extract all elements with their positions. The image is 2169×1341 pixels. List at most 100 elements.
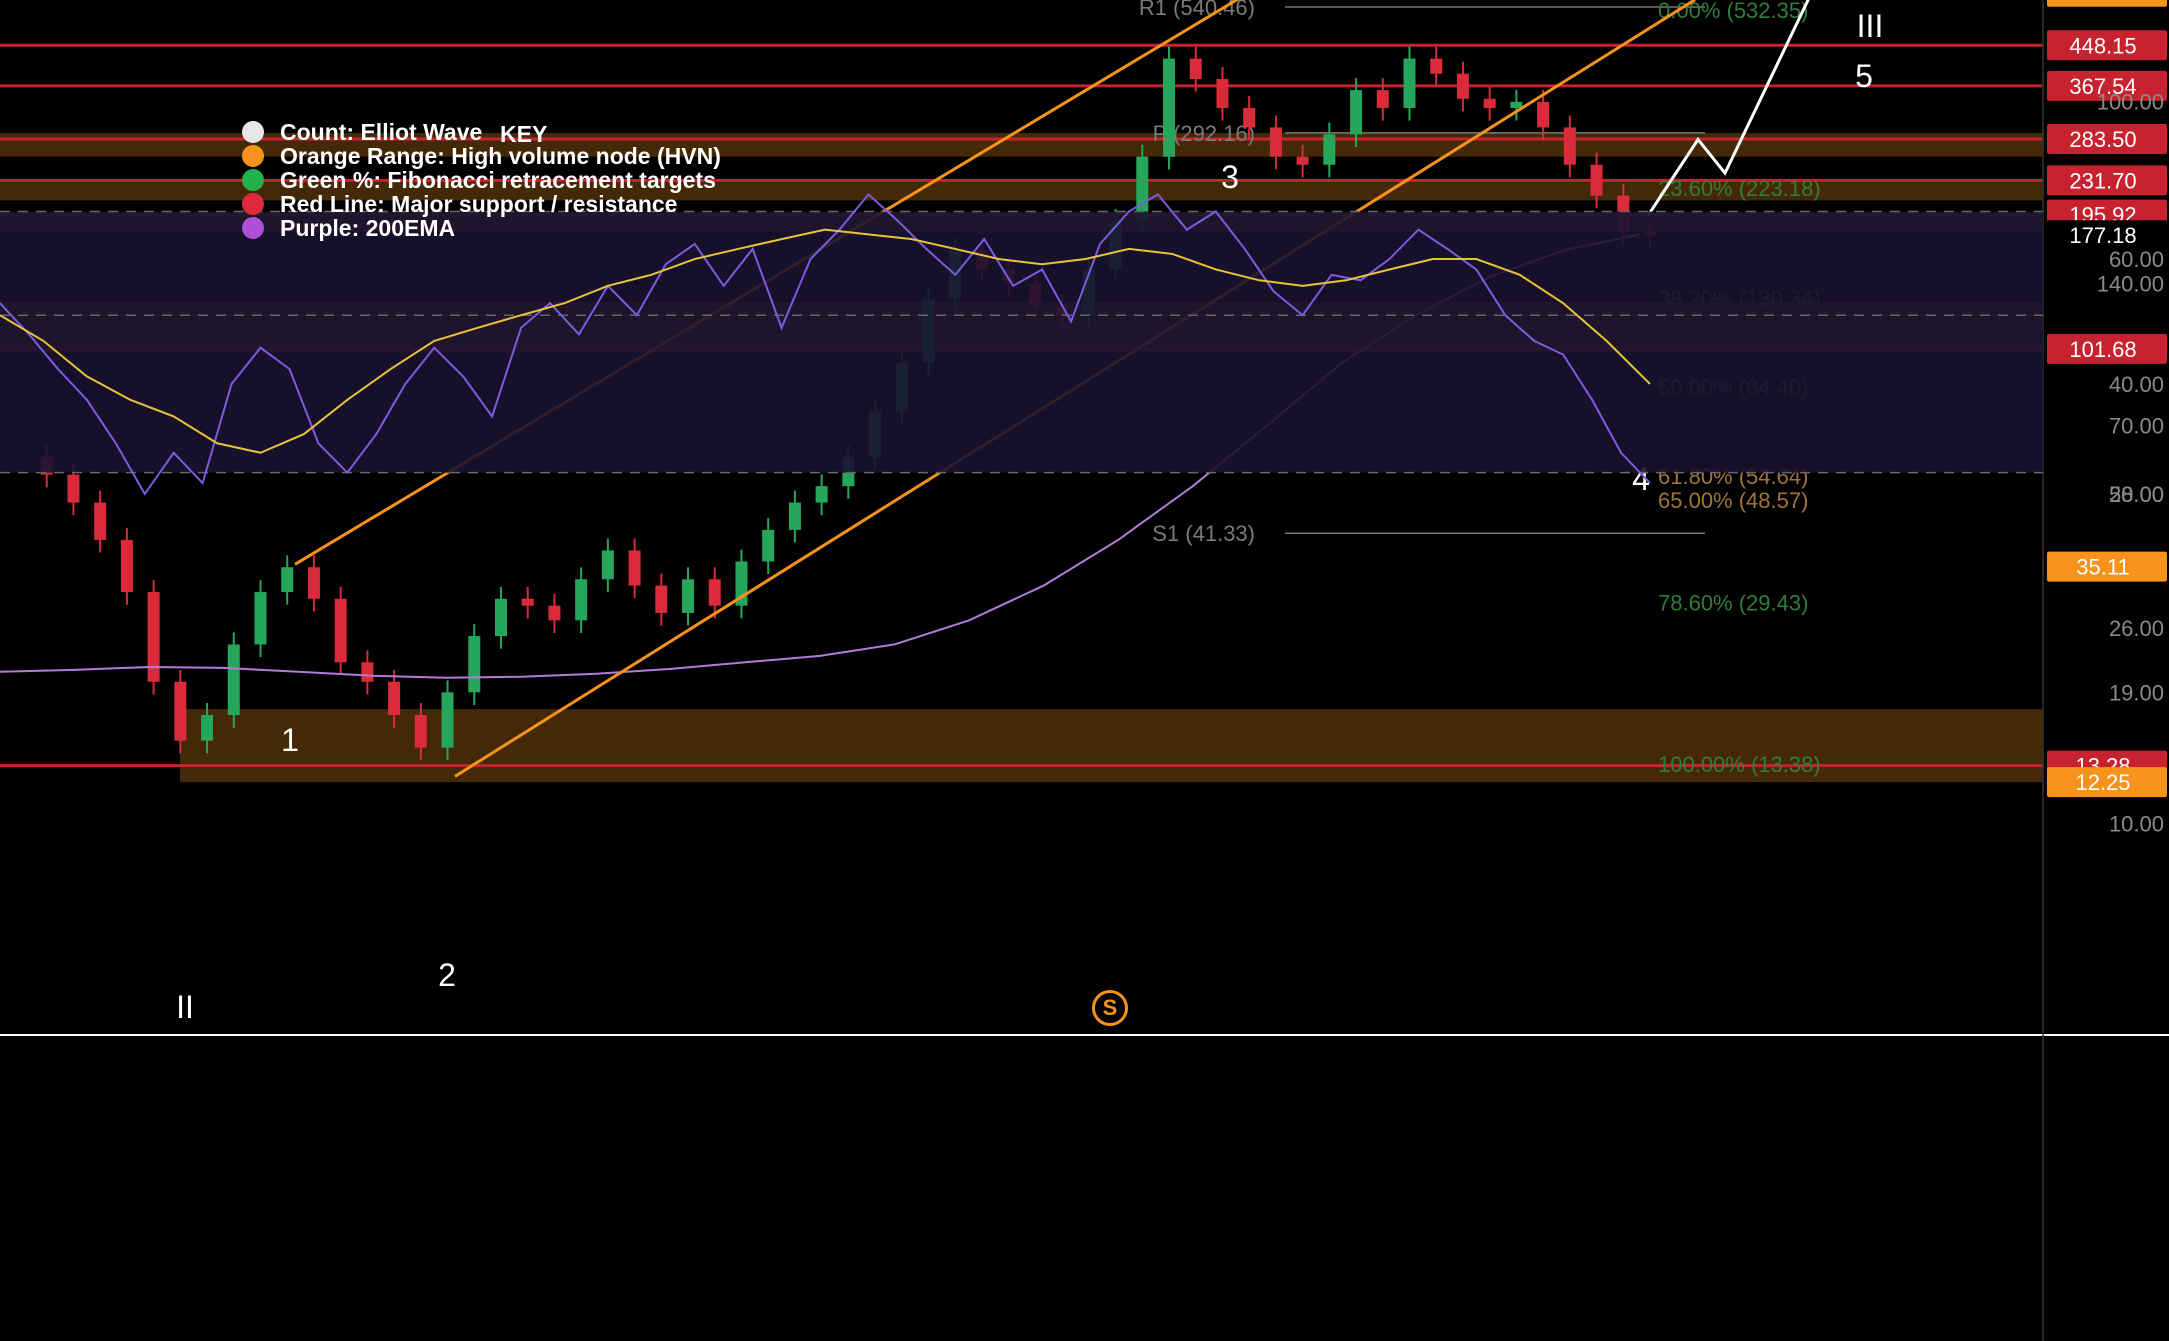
fib-label: 65.00% (48.57) xyxy=(1658,488,1808,513)
price-tag xyxy=(2047,551,2167,582)
pivot-label: R1 (540.46) xyxy=(1139,0,1255,20)
candle-body xyxy=(1510,101,1523,108)
candle-body xyxy=(441,692,454,748)
price-tag xyxy=(2047,220,2167,251)
hvn-range xyxy=(0,180,2043,201)
wave-label: 1 xyxy=(281,722,299,758)
legend-dot-icon xyxy=(242,145,264,167)
hvn-range xyxy=(180,709,2043,783)
legend-dot-icon xyxy=(242,121,264,143)
candle-body xyxy=(762,529,775,562)
rsi-ma-line xyxy=(0,228,1651,454)
legend-item-fib: Green %: Fibonacci retracement targets xyxy=(242,166,721,193)
candle-body xyxy=(1376,90,1389,108)
candle-body xyxy=(388,681,401,716)
candle-body xyxy=(1189,58,1202,80)
candle-body xyxy=(147,592,160,682)
candle-body xyxy=(120,539,133,593)
legend-label: Purple: 200EMA xyxy=(280,214,456,241)
price-tag-label: 283.50 xyxy=(2069,127,2136,152)
price-tag-label: 367.54 xyxy=(2069,74,2136,99)
fib-label: 78.60% (29.43) xyxy=(1658,591,1808,616)
rsi-tick-label: 60.00 xyxy=(2109,247,2164,272)
candle-body xyxy=(414,715,427,748)
key-title: KEY xyxy=(500,121,548,147)
rsi-tick-label: 28.00 xyxy=(2109,482,2164,507)
y-tick-label: 70.00 xyxy=(2109,413,2164,438)
price-tag xyxy=(2047,70,2167,101)
candle-body xyxy=(1269,127,1282,157)
rsi-tick-label: 40.00 xyxy=(2109,372,2164,397)
legend-item-support: Red Line: Major support / resistance xyxy=(242,190,721,217)
candle-body xyxy=(628,550,641,586)
candle-body xyxy=(307,567,320,599)
fib-label: 23.60% (223.18) xyxy=(1658,176,1821,201)
legend-dot-icon xyxy=(242,169,264,191)
candle-body xyxy=(1430,58,1443,74)
wave-label: 2 xyxy=(438,957,456,993)
candle-body xyxy=(361,662,374,682)
price-tag-label: 12.25 xyxy=(2075,770,2130,795)
rsi-band xyxy=(0,211,2043,473)
price-tag xyxy=(2047,0,2167,7)
candle-body xyxy=(254,592,267,645)
candle-body xyxy=(1403,58,1416,108)
candle-body xyxy=(1563,127,1576,165)
candle-body xyxy=(548,605,561,621)
candle-body xyxy=(1243,107,1256,128)
y-tick-label: 140.00 xyxy=(2097,271,2164,296)
legend-item-hvn: Orange Range: High volume node (HVN) xyxy=(242,142,721,169)
y-tick-label: 26.00 xyxy=(2109,616,2164,641)
candle-body xyxy=(1537,101,1550,128)
candle-body xyxy=(1590,164,1603,196)
candle-body xyxy=(1216,79,1229,108)
candle-body xyxy=(1350,90,1363,135)
legend-label: Count: Elliot Wave xyxy=(280,118,483,145)
price-tag-label: 35.11 xyxy=(2076,555,2129,580)
price-tag xyxy=(2047,333,2167,364)
wave-label: 5 xyxy=(1855,58,1873,94)
legend-label: Orange Range: High volume node (HVN) xyxy=(280,142,721,169)
price-tag-label: 231.70 xyxy=(2069,168,2136,193)
fib-label: 100.00% (13.38) xyxy=(1658,752,1821,777)
legend-item-ema: Purple: 200EMA xyxy=(242,214,721,241)
price-tag xyxy=(2047,124,2167,155)
wave-label: III xyxy=(1857,8,1884,44)
pivot-label: S1 (41.33) xyxy=(1152,521,1255,546)
candle-body xyxy=(708,579,721,606)
y-tick-label: 10.00 xyxy=(2109,812,2164,837)
candle-body xyxy=(655,585,668,613)
legend-dot-icon xyxy=(242,217,264,239)
candle-body xyxy=(815,486,828,503)
y-tick-label: 19.00 xyxy=(2109,680,2164,705)
symbol-badge-icon[interactable]: S xyxy=(1092,990,1128,1026)
candle-body xyxy=(281,567,294,593)
y-tick-label: 50.00 xyxy=(2109,482,2164,507)
candle-body xyxy=(575,579,588,621)
candle-body xyxy=(1296,156,1309,165)
legend-label: Red Line: Major support / resistance xyxy=(280,190,678,217)
rsi-tick-label: 100.00 xyxy=(2097,90,2164,115)
price-tag-label: 177.18 xyxy=(2069,223,2136,248)
candle-body xyxy=(174,681,187,741)
candle-body xyxy=(334,598,347,663)
candle-body xyxy=(682,579,695,613)
candle-body xyxy=(521,598,534,606)
price-tag-label: 582.17 xyxy=(2069,0,2136,5)
legend: Count: Elliot Wave Orange Range: High vo… xyxy=(242,118,721,241)
legend-label: Green %: Fibonacci retracement targets xyxy=(280,166,716,193)
candle-body xyxy=(1323,134,1336,165)
candle-body xyxy=(468,636,481,693)
candle-body xyxy=(1456,73,1469,99)
legend-dot-icon xyxy=(242,193,264,215)
wave-label: 3 xyxy=(1221,159,1239,195)
candle-body xyxy=(201,715,214,741)
projection-path xyxy=(1646,0,1810,217)
price-tag xyxy=(2047,165,2167,196)
candle-body xyxy=(67,474,80,503)
wave-label: II xyxy=(176,989,194,1025)
candle-body xyxy=(601,550,614,580)
candle-body xyxy=(1163,58,1176,157)
candle-body xyxy=(1483,98,1496,108)
